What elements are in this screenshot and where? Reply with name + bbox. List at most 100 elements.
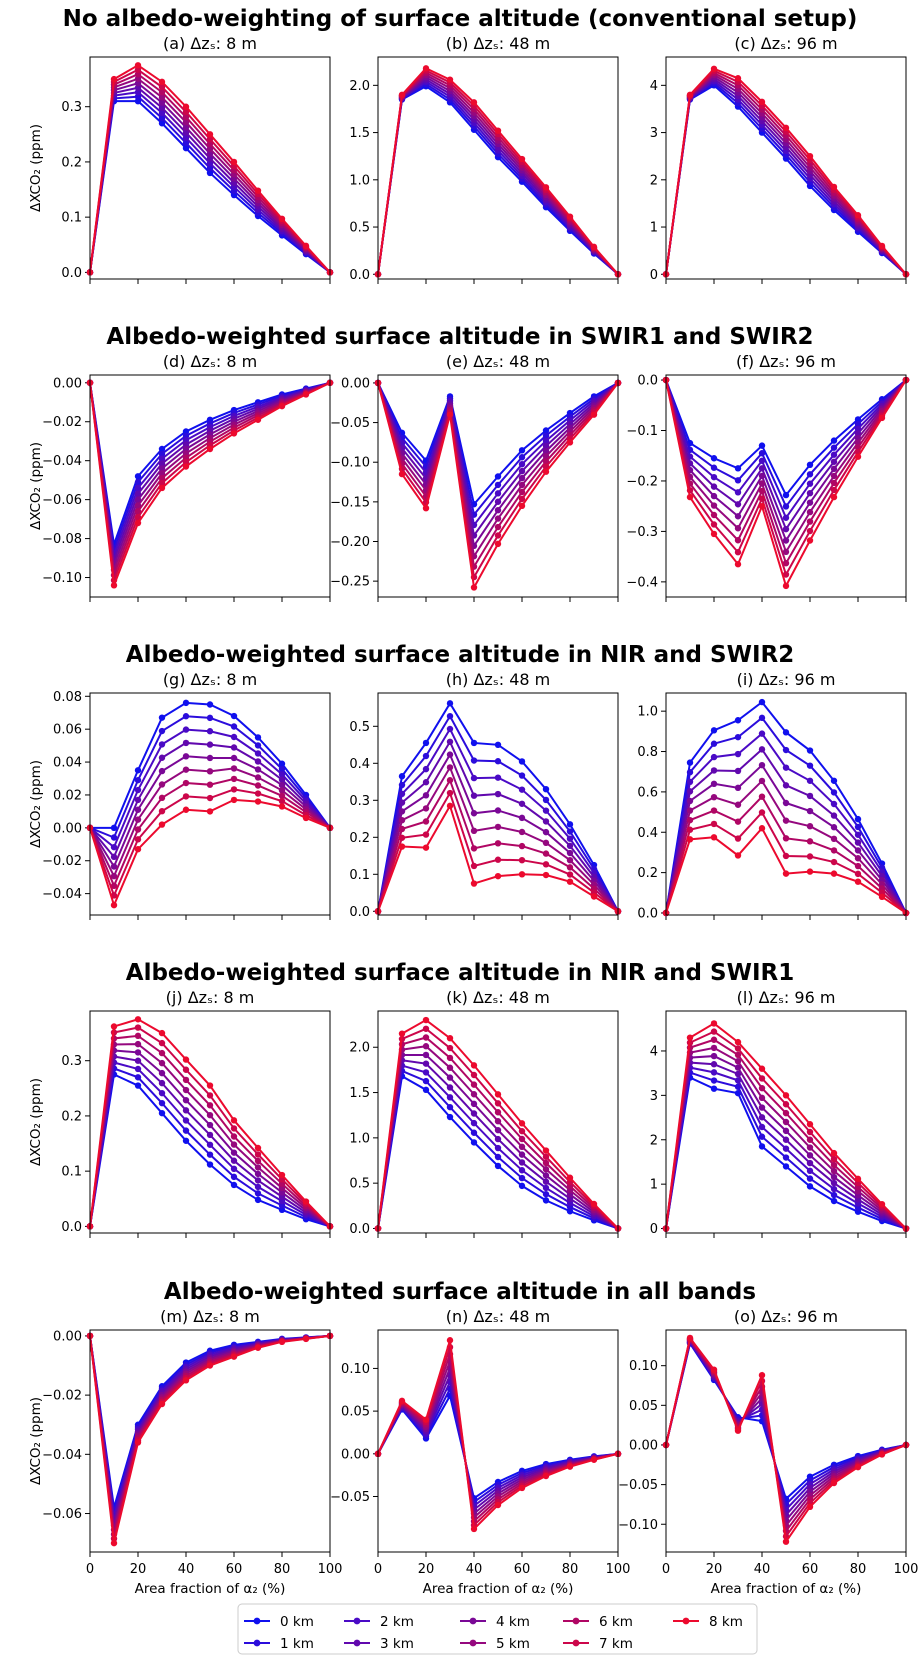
data-point xyxy=(830,1161,838,1169)
data-point xyxy=(806,527,814,535)
data-point xyxy=(158,1400,166,1408)
data-point xyxy=(758,1114,766,1121)
data-point xyxy=(806,823,814,830)
data-point xyxy=(734,549,742,556)
data-point xyxy=(782,746,790,754)
series-8-km xyxy=(374,1337,622,1533)
data-point xyxy=(710,1069,718,1076)
data-point xyxy=(710,740,718,747)
data-point xyxy=(782,1163,790,1170)
data-point xyxy=(182,1107,190,1114)
data-point xyxy=(782,1538,790,1545)
data-point xyxy=(710,1052,718,1060)
data-point xyxy=(398,834,406,841)
data-point xyxy=(542,871,550,879)
y-tick-label: −0.08 xyxy=(42,532,82,547)
data-point xyxy=(734,733,742,741)
data-point xyxy=(518,828,526,836)
panel-title: (m) Δzₛ: 8 m xyxy=(160,1307,260,1326)
data-point xyxy=(398,816,406,824)
x-tick-label: 80 xyxy=(562,1562,579,1577)
data-point xyxy=(758,450,766,457)
data-point xyxy=(686,816,694,824)
data-point xyxy=(206,131,214,138)
data-point xyxy=(470,1119,478,1127)
panel: (n) Δzₛ: 48 m 0.10 0.05 0.00 −0.05 0 20 40 60 80 1… xyxy=(330,1307,630,1597)
data-point xyxy=(518,758,526,765)
y-tick-label: −0.06 xyxy=(42,1507,82,1522)
y-tick-label: 2.0 xyxy=(349,79,370,94)
panel-title: (n) Δzₛ: 48 m xyxy=(446,1307,551,1326)
data-point xyxy=(230,1165,238,1173)
y-tick-label: 0.8 xyxy=(637,745,658,760)
y-tick-label: 0.4 xyxy=(349,757,370,772)
data-point xyxy=(710,834,718,841)
series-5-km xyxy=(374,764,622,915)
panel: (k) Δzₛ: 48 m 0.0 0.5 1.0 1.5 2.0 xyxy=(349,988,622,1238)
data-point xyxy=(854,815,862,823)
data-point xyxy=(230,754,238,762)
data-point xyxy=(134,484,142,492)
data-point xyxy=(782,1127,790,1135)
data-point xyxy=(206,714,214,722)
data-point xyxy=(158,1049,166,1057)
data-point xyxy=(806,777,814,784)
data-point xyxy=(446,789,454,797)
data-point xyxy=(158,1089,166,1097)
series-line xyxy=(377,80,619,276)
data-point xyxy=(878,893,886,901)
data-point xyxy=(854,878,862,885)
data-point xyxy=(830,493,838,501)
series-line xyxy=(89,798,331,909)
series-3-km xyxy=(86,739,334,861)
data-point xyxy=(806,747,814,754)
data-point xyxy=(446,738,454,745)
data-point xyxy=(686,1334,694,1342)
legend-label: 8 km xyxy=(709,1614,743,1630)
data-point xyxy=(494,490,502,497)
data-point xyxy=(110,824,118,832)
data-point xyxy=(158,741,166,748)
data-point xyxy=(782,582,790,590)
data-point xyxy=(758,495,766,502)
data-point xyxy=(398,843,406,850)
series-1-km xyxy=(86,93,334,276)
data-point xyxy=(182,1127,190,1134)
data-point xyxy=(206,1082,214,1089)
data-point xyxy=(806,152,814,160)
data-point xyxy=(518,1135,526,1143)
data-point xyxy=(542,447,550,455)
series-5-km xyxy=(374,71,622,278)
data-point xyxy=(566,439,574,446)
data-point xyxy=(158,807,166,815)
data-point xyxy=(206,160,214,167)
data-point xyxy=(542,1159,550,1167)
data-point xyxy=(182,779,190,787)
data-point xyxy=(446,700,454,707)
data-point xyxy=(134,846,142,853)
series-2-km xyxy=(374,1062,622,1232)
panel-title: (f) Δzₛ: 96 m xyxy=(736,352,836,371)
series-line xyxy=(665,77,907,275)
series-line xyxy=(665,379,907,566)
data-point xyxy=(830,444,838,451)
data-point xyxy=(278,781,286,789)
panel-title: (b) Δzₛ: 48 m xyxy=(446,34,551,53)
data-point xyxy=(830,847,838,854)
data-point xyxy=(470,1525,478,1533)
data-point xyxy=(158,781,166,788)
panel: (b) Δzₛ: 48 m 0.0 0.5 1.0 1.5 2.0 xyxy=(349,34,622,284)
y-tick-label: 0.04 xyxy=(53,756,82,771)
data-point xyxy=(422,1077,430,1085)
data-point xyxy=(854,823,862,831)
data-point xyxy=(158,94,166,101)
data-point xyxy=(182,450,190,457)
data-point xyxy=(710,492,718,500)
y-tick-label: 0.00 xyxy=(53,376,82,391)
data-point xyxy=(542,468,550,475)
data-point xyxy=(494,1118,502,1125)
data-point xyxy=(446,725,454,733)
data-point xyxy=(878,242,886,250)
x-axis-label: Area fraction of α₂ (%) xyxy=(423,1581,574,1597)
data-point xyxy=(830,1191,838,1199)
